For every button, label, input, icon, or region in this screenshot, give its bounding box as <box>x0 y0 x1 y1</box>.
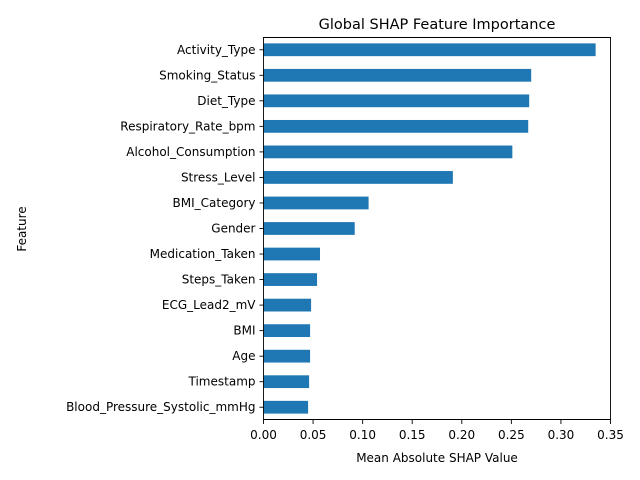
chart-title: Global SHAP Feature Importance <box>319 17 556 33</box>
bar-alcohol-consumption <box>263 145 513 159</box>
y-tick-label: ECG_Lead2_mV <box>162 298 256 312</box>
x-tick-label: 0.00 <box>250 428 277 442</box>
bar-ecg-lead2-mv <box>263 298 312 312</box>
plot-frame <box>263 37 611 420</box>
y-tick-label: Timestamp <box>188 375 256 389</box>
x-axis-label: Mean Absolute SHAP Value <box>356 451 518 465</box>
x-tick-label: 0.10 <box>349 428 376 442</box>
y-tick-label: Respiratory_Rate_bpm <box>120 119 255 133</box>
bar-blood-pressure-systolic-mmhg <box>263 400 309 414</box>
bar-gender <box>263 222 355 235</box>
x-tick-label: 0.20 <box>448 428 475 442</box>
bar-activity-type <box>263 43 596 57</box>
y-tick-label: Steps_Taken <box>182 273 256 287</box>
bar-bmi-category <box>263 196 369 210</box>
x-tick-label: 0.05 <box>300 428 327 442</box>
y-tick-label: BMI_Category <box>173 196 256 210</box>
y-tick-label: Smoking_Status <box>159 68 255 82</box>
bar-steps-taken <box>263 273 318 286</box>
bar-diet-type <box>263 94 530 108</box>
y-tick-label: Diet_Type <box>197 94 255 108</box>
bar-bmi <box>263 324 311 338</box>
y-tick-label: Gender <box>211 222 255 236</box>
bar-smoking-status <box>263 68 532 82</box>
y-tick-label: Stress_Level <box>181 170 256 184</box>
bar-stress-level <box>263 171 453 184</box>
y-tick-label: Age <box>232 349 255 363</box>
y-axis-label: Feature <box>15 206 29 251</box>
y-tick-label: BMI <box>233 324 255 338</box>
y-tick-label: Alcohol_Consumption <box>126 145 255 159</box>
y-tick-label: Activity_Type <box>177 43 255 57</box>
x-tick-label: 0.35 <box>597 428 624 442</box>
y-tick-label: Blood_Pressure_Systolic_mmHg <box>66 400 255 414</box>
bar-medication-taken <box>263 247 321 261</box>
bar-age <box>263 349 311 363</box>
bar-respiratory-rate-bpm <box>263 119 529 133</box>
y-tick-label: Medication_Taken <box>150 247 256 261</box>
x-tick-label: 0.25 <box>498 428 525 442</box>
x-tick-label: 0.15 <box>399 428 426 442</box>
bar-timestamp <box>263 375 310 389</box>
x-tick-label: 0.30 <box>548 428 575 442</box>
